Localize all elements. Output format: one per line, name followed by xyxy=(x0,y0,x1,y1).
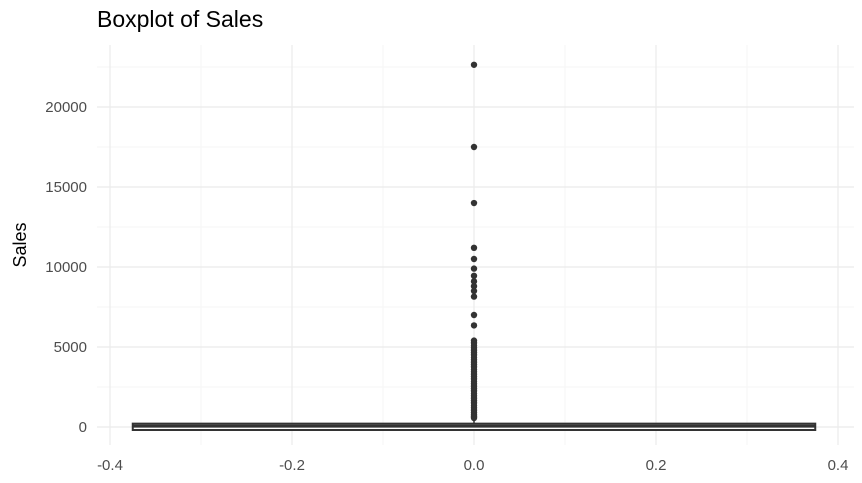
outlier-point xyxy=(470,278,478,285)
x-tick-label: -0.4 xyxy=(97,457,123,474)
x-tick-label: -0.2 xyxy=(279,457,305,474)
x-tick-label: 0.2 xyxy=(646,457,667,474)
y-axis-title: Sales xyxy=(10,222,30,267)
outlier-point xyxy=(470,61,478,68)
x-tick-label: 0.0 xyxy=(464,457,485,474)
y-tick-label: 10000 xyxy=(45,259,87,276)
outlier-point xyxy=(470,143,478,151)
outlier-point xyxy=(470,287,478,295)
outlier-point xyxy=(470,255,478,263)
outlier-point xyxy=(470,311,478,319)
outlier-point xyxy=(470,293,478,300)
y-tick-label: 0 xyxy=(79,419,87,436)
outlier-point xyxy=(470,199,478,207)
outlier-point xyxy=(470,414,478,422)
chart-title: Boxplot of Sales xyxy=(97,6,264,32)
outlier-point xyxy=(470,265,478,272)
y-tick-label: 5000 xyxy=(54,339,87,356)
y-tick-labels: 0 5000 10000 15000 20000 xyxy=(45,99,87,436)
outlier-layer xyxy=(470,61,478,422)
x-tick-labels: -0.4 -0.2 0.0 0.2 0.4 xyxy=(97,457,848,474)
y-tick-label: 15000 xyxy=(45,179,87,196)
outlier-point xyxy=(470,283,478,290)
y-tick-label: 20000 xyxy=(45,99,87,116)
grid-minor xyxy=(97,45,854,445)
outlier-point xyxy=(470,244,478,251)
outlier-point xyxy=(470,272,478,279)
outlier-point xyxy=(470,322,478,329)
x-tick-label: 0.4 xyxy=(828,457,849,474)
